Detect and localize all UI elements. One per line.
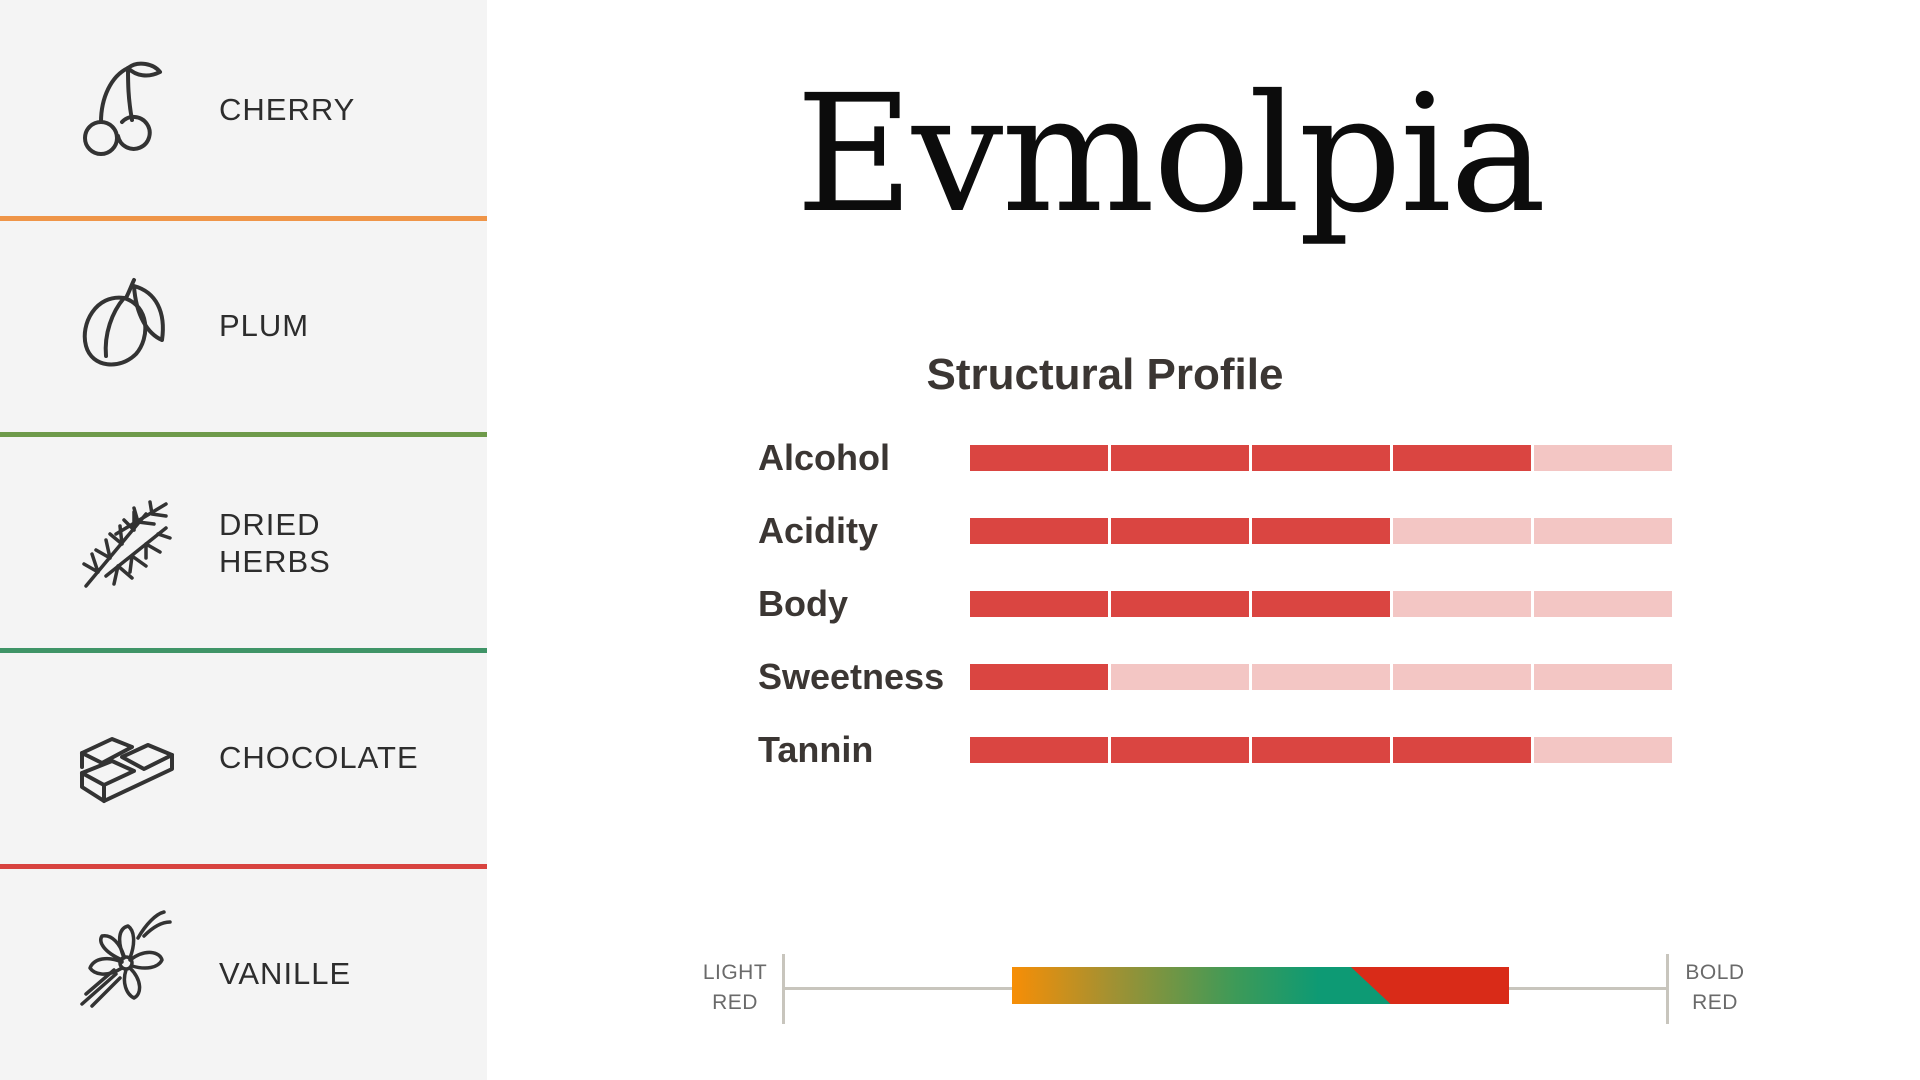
note-divider [0,216,487,221]
chocolate-icon [76,713,176,813]
note-label: DRIED HERBS [219,507,331,579]
profile-segment-filled [1393,737,1531,763]
tasting-notes-sidebar: CHERRY PLUM [0,0,487,1080]
note-chocolate: CHOCOLATE [0,648,487,864]
profile-segment-empty [1534,737,1672,763]
profile-segment-empty [1252,664,1390,690]
profile-row-body: Body [758,579,1678,629]
profile-segment-empty [1534,591,1672,617]
profile-row-tannin: Tannin [758,725,1678,775]
note-plum: PLUM [0,216,487,432]
profile-row-label: Body [758,583,848,624]
profile-segment-filled [970,664,1108,690]
profile-segment-filled [1252,737,1390,763]
note-divider [0,648,487,653]
profile-segment-empty [1534,445,1672,471]
profile-segment-filled [1252,445,1390,471]
note-divider [0,864,487,869]
profile-segment-filled [1252,518,1390,544]
plum-icon [76,276,176,376]
profile-segment-filled [970,518,1108,544]
note-divider [0,432,487,437]
profile-row-label: Alcohol [758,437,890,478]
profile-segment-empty [1534,664,1672,690]
note-label: PLUM [219,308,310,343]
note-vanille: VANILLE [0,864,487,1080]
profile-segment-filled [1111,591,1249,617]
note-cherry: CHERRY [0,0,487,216]
scale-right-tick [1666,954,1669,1024]
profile-bar [970,591,1674,617]
profile-segment-filled [1111,445,1249,471]
note-label: VANILLE [219,956,352,991]
profile-bar [970,664,1674,690]
profile-segment-filled [970,737,1108,763]
cherry-icon [76,58,176,158]
note-label: CHERRY [219,92,356,127]
vanilla-flower-icon [76,908,176,1008]
profile-segment-empty [1393,518,1531,544]
profile-segment-empty [1393,664,1531,690]
profile-row-alcohol: Alcohol [758,433,1678,483]
profile-row-label: Acidity [758,510,879,551]
scale-left-tick [782,954,785,1024]
profile-bar [970,737,1674,763]
wine-name-title: Evmolpia [795,61,1547,249]
profile-segment-empty [1534,518,1672,544]
profile-segment-filled [1252,591,1390,617]
profile-segment-filled [970,445,1108,471]
profile-row-label: Tannin [758,729,874,770]
profile-segment-filled [970,591,1108,617]
profile-segment-filled [1111,737,1249,763]
scale-bold-red-label: BOLD RED [1685,961,1745,1014]
profile-row-sweetness: Sweetness [758,652,1678,702]
scale-light-red-label: LIGHT RED [702,961,768,1014]
note-dried-herbs: DRIED HERBS [0,432,487,648]
profile-segment-filled [1393,445,1531,471]
profile-bar [970,445,1674,471]
herbs-icon [76,494,176,594]
profile-row-label: Sweetness [758,656,945,697]
note-label: CHOCOLATE [219,740,419,775]
profile-bar [970,518,1674,544]
profile-segment-empty [1393,591,1531,617]
structural-profile-title: Structural Profile [926,350,1284,399]
profile-segment-empty [1111,664,1249,690]
profile-row-acidity: Acidity [758,506,1678,556]
profile-segment-filled [1111,518,1249,544]
